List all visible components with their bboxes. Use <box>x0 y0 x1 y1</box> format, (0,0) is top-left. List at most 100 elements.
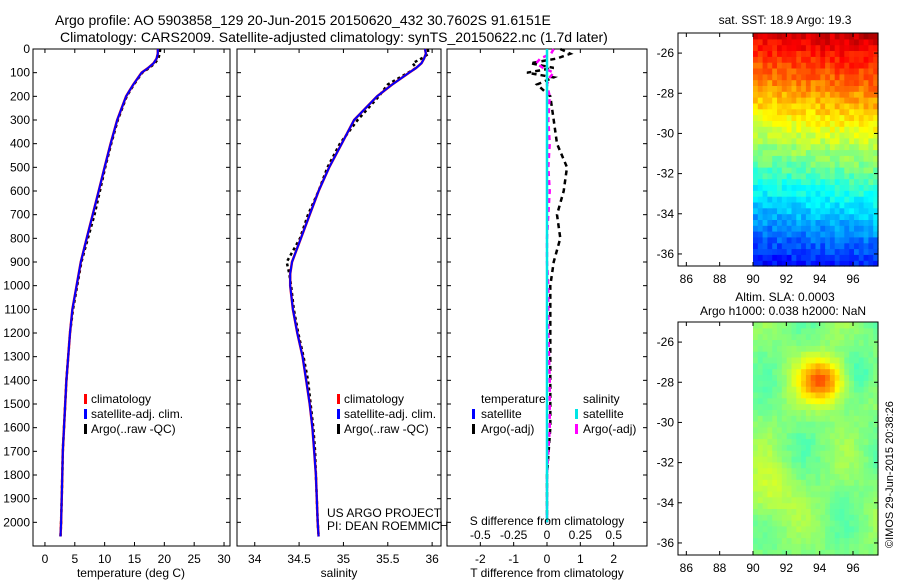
map-cell <box>772 213 778 220</box>
map-cell <box>791 201 797 209</box>
sla-map-title: Altim. SLA: 0.0003 <box>735 290 835 304</box>
map-cell <box>815 108 821 116</box>
map-cell <box>873 415 879 422</box>
map-cell <box>825 490 831 498</box>
map-cell <box>829 114 836 121</box>
map-cell <box>791 137 797 145</box>
map-cell <box>834 368 841 375</box>
sla-map-panel: Altim. SLA: 0.0003 Argo h1000: 0.038 h20… <box>657 290 879 575</box>
map-cell <box>863 236 869 244</box>
map-cell <box>834 68 841 75</box>
map-cell <box>844 114 850 121</box>
map-cell <box>868 79 874 86</box>
map-cell <box>825 231 831 238</box>
map-cell <box>786 461 793 469</box>
map-cell <box>844 248 850 255</box>
map-cell <box>858 537 865 544</box>
depth-tick-label: 400 <box>10 137 30 151</box>
map-cell <box>796 362 802 370</box>
map-cell <box>820 213 826 220</box>
map-cell <box>849 333 855 340</box>
depth-tick-label: 900 <box>10 255 30 269</box>
map-cell <box>825 79 831 86</box>
map-cell <box>777 438 783 445</box>
map-cell <box>863 322 869 329</box>
lat-tick-label: -26 <box>657 335 675 349</box>
map-cell <box>805 79 812 86</box>
map-cell <box>772 143 778 151</box>
map-cell <box>825 368 831 375</box>
map-cell <box>825 426 831 434</box>
map-cell <box>873 184 879 191</box>
map-cell <box>825 120 831 127</box>
map-cell <box>868 172 874 180</box>
map-cell <box>777 79 783 86</box>
map-cell <box>753 254 759 261</box>
map-cell <box>854 56 860 63</box>
map-cell <box>863 374 869 381</box>
map-cell <box>757 368 764 375</box>
map-cell <box>863 155 869 162</box>
map-cell <box>849 50 855 57</box>
map-cell <box>777 485 783 492</box>
map-cell <box>868 368 874 375</box>
map-cell <box>757 33 764 40</box>
map-cell <box>834 178 841 185</box>
map-cell <box>863 85 869 92</box>
map-cell <box>791 549 797 556</box>
map-cell <box>777 236 783 244</box>
map-cell <box>858 345 865 352</box>
map-cell <box>762 219 768 226</box>
map-cell <box>791 102 797 110</box>
map-cell <box>873 502 879 509</box>
map-cell <box>801 149 807 156</box>
map-cell <box>868 155 874 162</box>
map-cell <box>810 496 817 504</box>
map-cell <box>868 473 874 480</box>
map-cell <box>873 490 879 498</box>
map-cell <box>762 415 768 422</box>
map-cell <box>762 386 768 393</box>
map-cell <box>781 172 788 180</box>
map-cell <box>796 450 802 457</box>
map-cell <box>757 357 764 364</box>
map-cell <box>786 231 793 238</box>
map-cell <box>849 143 855 151</box>
map-cell <box>796 236 802 244</box>
map-cell <box>815 132 821 139</box>
map-cell <box>834 62 841 69</box>
map-cell <box>767 386 773 393</box>
map-cell <box>796 432 802 440</box>
map-cell <box>868 62 874 69</box>
map-cell <box>786 108 793 116</box>
map-cell <box>854 485 860 492</box>
map-cell <box>825 143 831 151</box>
map-cell <box>863 467 869 474</box>
map-cell <box>762 479 768 486</box>
map-cell <box>815 73 821 81</box>
map-cell <box>829 97 836 104</box>
map-cell <box>757 236 764 244</box>
map-cell <box>868 56 874 63</box>
map-cell <box>753 450 759 457</box>
map-cell <box>820 438 826 445</box>
map-cell <box>781 415 788 422</box>
map-cell <box>815 357 821 364</box>
map-cell <box>834 508 841 515</box>
map-cell <box>863 120 869 127</box>
map-cell <box>849 380 855 387</box>
map-cell <box>772 56 778 63</box>
map-cell <box>834 85 841 92</box>
map-cell <box>815 537 821 544</box>
map-cell <box>772 172 778 180</box>
map-cell <box>796 248 802 255</box>
map-cell <box>858 485 865 492</box>
map-cell <box>858 79 865 86</box>
map-cell <box>767 149 773 156</box>
map-cell <box>810 432 817 440</box>
map-cell <box>762 85 768 92</box>
map-cell <box>767 50 773 57</box>
map-cell <box>805 114 812 121</box>
map-cell <box>772 391 778 399</box>
map-cell <box>791 184 797 191</box>
